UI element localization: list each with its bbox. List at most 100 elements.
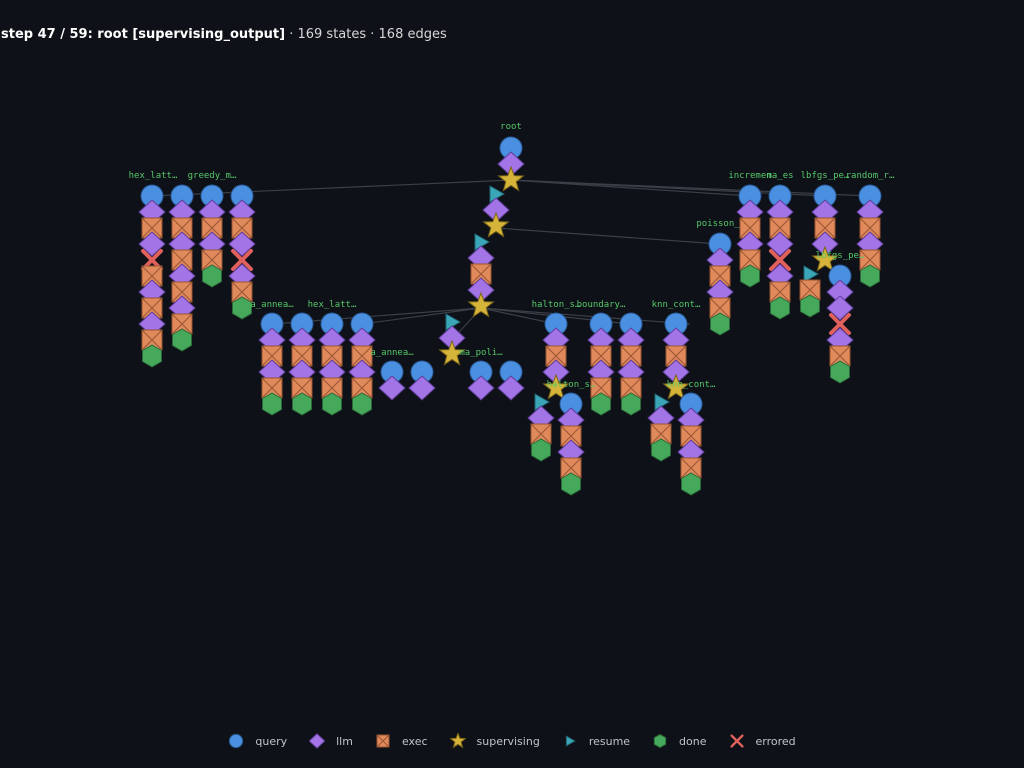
done-node[interactable]	[621, 392, 641, 416]
node-label: poisson_	[696, 219, 740, 229]
state-chain	[647, 393, 675, 462]
exec-node[interactable]	[351, 377, 373, 399]
graph-stats: · 169 states · 168 edges	[285, 27, 447, 42]
exec-node[interactable]	[321, 345, 343, 367]
done-node[interactable]	[202, 264, 222, 288]
done-node[interactable]	[531, 438, 551, 462]
exec-node[interactable]	[351, 345, 373, 367]
node-label: a_annea…	[250, 300, 294, 310]
done-node[interactable]	[770, 296, 790, 320]
done-node[interactable]	[591, 392, 611, 416]
exec-icon	[376, 734, 390, 748]
node-label: root	[500, 122, 522, 132]
exec-node[interactable]	[859, 249, 881, 271]
exec-node[interactable]	[859, 217, 881, 239]
exec-node[interactable]	[560, 425, 582, 447]
exec-node[interactable]	[141, 329, 163, 351]
graph-header: step 47 / 59: root [supervising_output] …	[1, 27, 447, 42]
exec-node[interactable]	[590, 377, 612, 399]
done-node[interactable]	[142, 344, 162, 368]
llm-node[interactable]	[826, 295, 854, 321]
resume-node[interactable]	[534, 393, 551, 411]
done-node[interactable]	[800, 294, 820, 318]
exec-marker[interactable]	[376, 734, 390, 748]
errored-marker[interactable]	[729, 734, 744, 748]
graph-edge	[495, 227, 721, 245]
exec-node[interactable]	[171, 281, 193, 303]
errored-node[interactable]	[769, 249, 791, 271]
legend-label: resume	[588, 734, 631, 748]
resume-node[interactable]	[803, 265, 820, 283]
done-node[interactable]	[352, 392, 372, 416]
state-chain	[497, 136, 525, 192]
node-label: hex_latt…	[308, 300, 357, 310]
done-node[interactable]	[292, 392, 312, 416]
exec-node[interactable]	[709, 265, 731, 287]
node-label: greedy_m…	[188, 171, 237, 181]
done-node[interactable]	[651, 438, 671, 462]
llm-node[interactable]	[497, 375, 525, 401]
done-node[interactable]	[262, 392, 282, 416]
done-node[interactable]	[830, 360, 850, 384]
llm-node[interactable]	[766, 231, 794, 257]
state-chain	[677, 392, 705, 496]
state-chain	[318, 312, 346, 416]
supervising-node[interactable]	[497, 165, 525, 192]
llm-node[interactable]	[378, 375, 406, 401]
exec-node[interactable]	[709, 297, 731, 319]
query-marker[interactable]	[229, 733, 244, 749]
done-node[interactable]	[561, 472, 581, 496]
step-indicator: step 47 / 59: root [supervising_output]	[1, 27, 286, 42]
done-node[interactable]	[172, 328, 192, 352]
exec-node[interactable]	[560, 457, 582, 479]
node-label: ma_es	[766, 171, 793, 181]
graph-edge	[361, 307, 482, 325]
exec-node[interactable]	[201, 249, 223, 271]
supervising-node[interactable]	[662, 373, 690, 400]
errored-node[interactable]	[231, 249, 253, 271]
state-chain	[587, 312, 615, 416]
exec-node[interactable]	[201, 217, 223, 239]
llm-marker[interactable]	[309, 733, 326, 749]
supervising-marker[interactable]	[449, 733, 466, 749]
done-node[interactable]	[710, 312, 730, 336]
done-marker[interactable]	[653, 733, 667, 749]
node-label: incremen	[728, 171, 771, 181]
resume-node[interactable]	[489, 185, 506, 203]
resume-node[interactable]	[474, 233, 491, 251]
node-label: knn_cont…	[667, 380, 716, 390]
done-node[interactable]	[860, 264, 880, 288]
exec-node[interactable]	[470, 263, 492, 285]
supervising-node[interactable]	[438, 339, 466, 366]
exec-node[interactable]	[231, 281, 253, 303]
supervising-node[interactable]	[482, 211, 510, 238]
legend-item-resume: resume	[562, 733, 630, 749]
supervising-node[interactable]	[467, 291, 495, 318]
done-node[interactable]	[681, 472, 701, 496]
exec-node[interactable]	[590, 345, 612, 367]
exec-node[interactable]	[769, 217, 791, 239]
llm-node[interactable]	[467, 375, 495, 401]
resume-node[interactable]	[654, 393, 671, 411]
llm-node[interactable]	[408, 375, 436, 401]
state-chain	[557, 392, 585, 496]
supervising-node[interactable]	[542, 373, 570, 400]
resume-node[interactable]	[445, 313, 462, 331]
done-node[interactable]	[322, 392, 342, 416]
done-node[interactable]	[740, 264, 760, 288]
exec-node[interactable]	[171, 249, 193, 271]
exec-node[interactable]	[665, 345, 687, 367]
resume-marker[interactable]	[565, 735, 576, 747]
exec-node[interactable]	[739, 249, 761, 271]
done-node[interactable]	[232, 296, 252, 320]
errored-node[interactable]	[829, 313, 851, 335]
llm-node[interactable]	[228, 231, 256, 257]
exec-node[interactable]	[739, 217, 761, 239]
llm-node[interactable]	[138, 231, 166, 257]
graph-edge	[480, 307, 691, 325]
supervising-node[interactable]	[811, 245, 839, 272]
exec-node[interactable]	[620, 345, 642, 367]
node-label: knn_cont…	[652, 300, 701, 310]
